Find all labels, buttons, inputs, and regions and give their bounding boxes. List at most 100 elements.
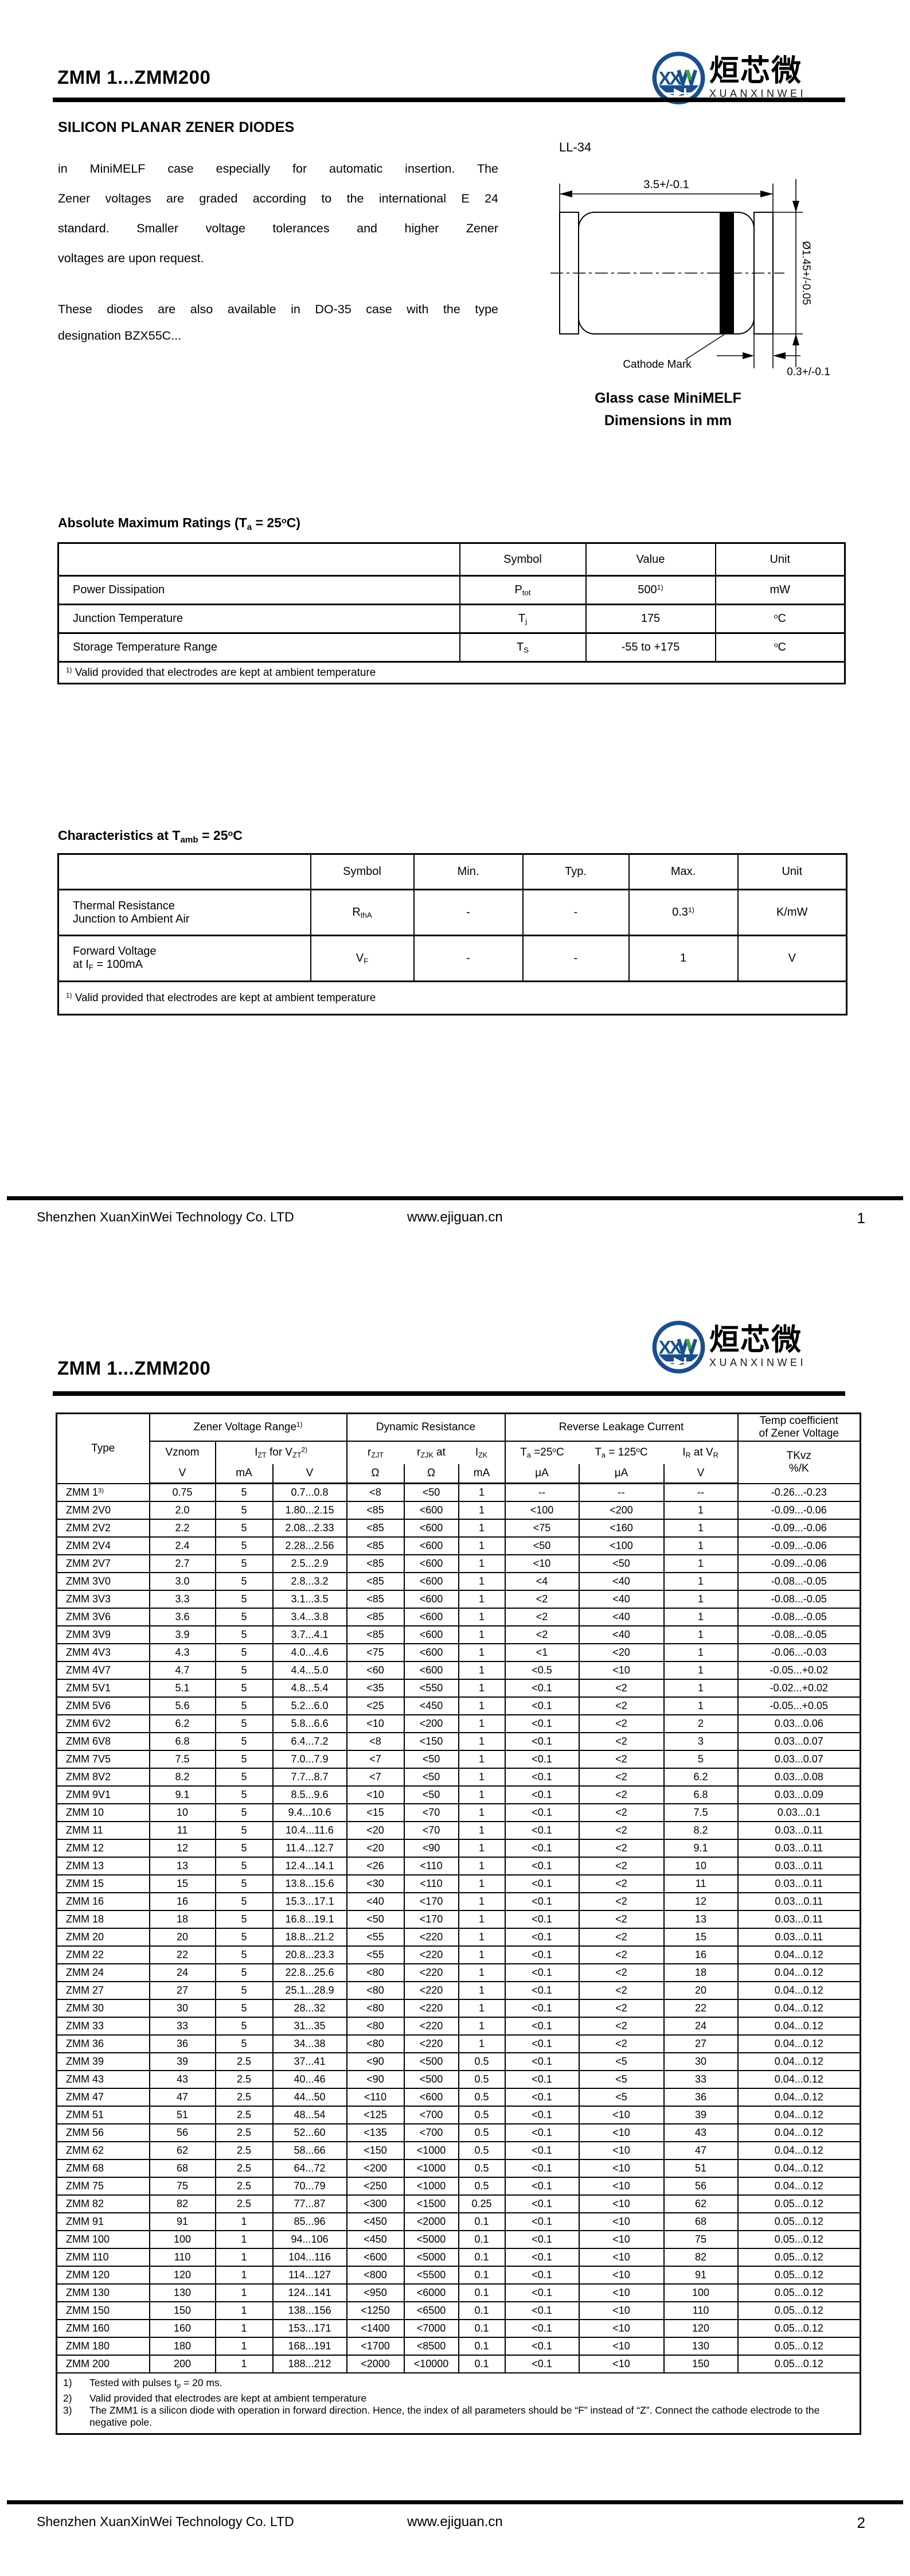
value-cell: 2.0	[149, 1500, 216, 1520]
value-cell: <0.1	[504, 2318, 580, 2338]
type-header: Type	[56, 1412, 150, 1484]
value-cell: -0.26...-0.23	[737, 1482, 861, 1502]
header-cell: Symbol	[310, 853, 415, 890]
value-cell: <0.1	[504, 1696, 580, 1715]
value-cell: 11	[149, 1820, 216, 1840]
min-cell: -	[413, 935, 524, 982]
value-cell: <90	[346, 2069, 405, 2089]
note: 1) Tested with pulses tp = 20 ms.	[63, 2376, 222, 2390]
value-cell: 56	[663, 2176, 739, 2196]
value-cell: 20	[149, 1927, 216, 1947]
value-cell: <55	[346, 1927, 405, 1947]
unit-cell: μA	[578, 1464, 665, 1484]
unit-cell: mA	[214, 1464, 274, 1484]
value-cell: 47	[663, 2141, 739, 2160]
value-cell: <600	[403, 1536, 459, 1555]
zener-type-row: ZMM 24 24 5 22.8...25.6 <80 <220 1 <0.1 <2 18 0.04…	[56, 1963, 861, 1982]
value-cell: <2	[578, 2034, 665, 2053]
value-cell: 5001)	[585, 575, 716, 605]
value-cell: <2	[578, 1980, 665, 2000]
table-row: Storage Temperature Range TS -55 to +175…	[57, 632, 846, 663]
value-cell: <6500	[403, 2301, 459, 2320]
characteristics-heading: Characteristics at Tamb = 25oC	[58, 828, 243, 845]
value-cell: <600	[403, 1660, 459, 1680]
value-cell: <0.1	[504, 1785, 580, 1804]
value-cell: 0.04...0.12	[737, 2016, 861, 2036]
value-cell: 82	[149, 2194, 216, 2213]
value-cell: <50	[403, 1785, 459, 1804]
footnote: 1) Valid provided that electrodes are ke…	[57, 980, 847, 1015]
header-cell: Min.	[413, 853, 524, 890]
zener-type-row: ZMM 18 18 5 16.8...19.1 <50 <170 1 <0.1 <2 13 0.03…	[56, 1909, 861, 1929]
dim-band-label: 0.3+/-0.1	[787, 366, 830, 378]
zener-type-row: ZMM 3V9 3.9 5 3.7...4.1 <85 <600 1 <2 <40 1 -0.08.…	[56, 1625, 861, 1644]
para-line: These diodes are also available in DO-35…	[58, 302, 498, 316]
value-cell: 1	[214, 2212, 274, 2231]
type-cell: ZMM 30	[56, 1998, 150, 2018]
value-cell: 1	[458, 1803, 506, 1822]
value-cell: <50	[346, 1909, 405, 1929]
value-cell: 5	[214, 1714, 274, 1733]
value-cell: <5000	[403, 2247, 459, 2267]
value-cell: 5	[214, 1749, 274, 1769]
value-cell: 8.2	[663, 1820, 739, 1840]
value-cell: 100	[663, 2283, 739, 2302]
value-cell: 4.7	[149, 1660, 216, 1680]
value-cell: 30	[663, 2052, 739, 2071]
footer-rule	[7, 2500, 903, 2504]
value-cell: 1	[458, 1945, 506, 1964]
type-cell: ZMM 100	[56, 2229, 150, 2249]
value-cell: 1	[663, 1660, 739, 1680]
ta25-header: Ta =25oC	[504, 1440, 579, 1464]
value-cell: <10	[346, 1785, 405, 1804]
type-cell: ZMM 160	[56, 2318, 150, 2338]
value-cell: 0.05...0.12	[737, 2301, 861, 2320]
value-cell: 16	[663, 1945, 739, 1964]
value-cell: 5	[214, 1927, 274, 1947]
value-cell: <800	[346, 2265, 405, 2285]
value-cell: 1	[663, 1625, 739, 1644]
type-cell: ZMM 2V7	[56, 1554, 150, 1573]
value-cell: 114...127	[272, 2265, 347, 2285]
zener-type-row: ZMM 2V0 2.0 5 1.80...2.15 <85 <600 1 <100 <200 1-…	[56, 1500, 861, 1520]
intro-line: voltages are upon request.	[58, 251, 204, 265]
table-row: Junction Temperature Tj 175 oC	[57, 604, 846, 634]
value-cell: <90	[346, 2052, 405, 2071]
value-cell: <50	[578, 1554, 665, 1573]
value-cell: 1	[214, 2318, 274, 2338]
characteristics-table: Symbol Min. Typ. Max. Unit Thermal Resis…	[57, 853, 847, 1015]
zener-type-row: ZMM 47 47 2.5 44...50 <110 <600 0.5 <0.1 <5 36 0.0…	[56, 2087, 861, 2107]
ir-vr-header: IR at VR	[663, 1440, 738, 1464]
value-cell: 0.03...0.11	[737, 1820, 861, 1840]
value-cell: 39	[149, 2052, 216, 2071]
type-cell: ZMM 20	[56, 1927, 150, 1947]
value-cell: <1	[504, 1643, 580, 1662]
value-cell: <0.1	[504, 2176, 580, 2196]
value-cell: <600	[403, 1643, 459, 1662]
value-cell: <1000	[403, 2176, 459, 2196]
value-cell: <1250	[346, 2301, 405, 2320]
value-cell: 5	[214, 1625, 274, 1644]
value-cell: <85	[346, 1500, 405, 1520]
ta125-header: Ta = 125oC	[579, 1440, 664, 1464]
value-cell: 5	[214, 1482, 274, 1502]
value-cell: 5	[214, 1571, 274, 1591]
subheader-row: Vznom IZT for VZT2) rZJT rZJK at IZK Ta …	[57, 1440, 861, 1484]
value-cell: 1	[458, 1963, 506, 1982]
value-cell: <10	[578, 2265, 665, 2285]
value-cell: 11	[663, 1874, 739, 1893]
type-cell: ZMM 8V2	[56, 1767, 150, 1787]
value-cell: <40	[578, 1571, 665, 1591]
intro-line: standard. Smaller voltage tolerances and…	[58, 221, 498, 235]
value-cell: 0.05...0.12	[737, 2247, 861, 2267]
value-cell: 1.80...2.15	[272, 1500, 347, 1520]
value-cell: 5	[214, 1589, 274, 1609]
value-cell: <10	[578, 2283, 665, 2302]
zener-selection-table: Type Zener Voltage Range1) Dynamic Resis…	[56, 1412, 862, 2435]
value-cell: 25.1...28.9	[272, 1980, 347, 2000]
value-cell: 16	[149, 1892, 216, 1911]
value-cell: 91	[149, 2212, 216, 2231]
value-cell: 1	[458, 1589, 506, 1609]
value-cell: 0.04...0.12	[737, 2069, 861, 2089]
value-cell: 124...141	[272, 2283, 347, 2302]
